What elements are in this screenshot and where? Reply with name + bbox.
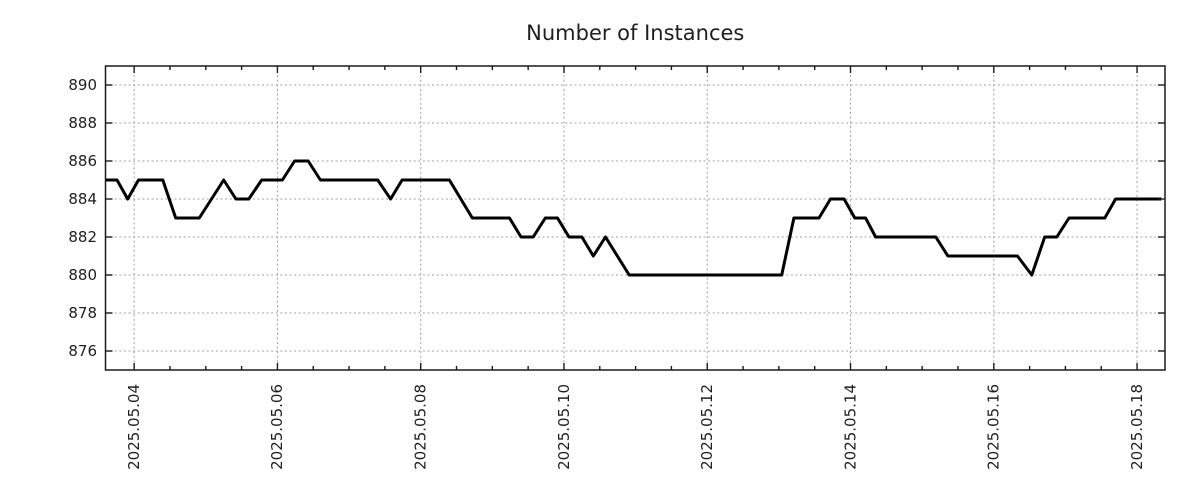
x-tick-label: 2025.05.06 <box>268 384 286 470</box>
x-tick-label: 2025.05.04 <box>125 384 143 470</box>
y-tick-label: 890 <box>68 76 97 94</box>
x-tick-label: 2025.05.10 <box>555 384 573 470</box>
chart-title: Number of Instances <box>526 21 744 45</box>
y-tick-label: 876 <box>68 342 97 360</box>
y-tick-label: 880 <box>68 266 97 284</box>
x-tick-label: 2025.05.08 <box>411 384 429 470</box>
y-tick-label: 884 <box>68 190 97 208</box>
x-tick-label: 2025.05.18 <box>1128 384 1146 470</box>
axis-ticks <box>105 66 1165 370</box>
y-tick-label: 886 <box>68 152 97 170</box>
y-tick-label: 878 <box>68 304 97 322</box>
x-tick-label: 2025.05.12 <box>698 384 716 470</box>
y-tick-label: 882 <box>68 228 97 246</box>
y-tick-label: 888 <box>68 114 97 132</box>
x-tick-label: 2025.05.16 <box>985 384 1003 470</box>
x-axis-labels: 2025.05.04 2025.05.06 2025.05.08 2025.05.10… <box>125 384 1146 470</box>
y-axis-labels: 876 878 880 882 884 886 888 890 <box>68 76 97 360</box>
x-tick-label: 2025.05.14 <box>841 384 859 470</box>
data-series-line <box>105 159 1162 277</box>
